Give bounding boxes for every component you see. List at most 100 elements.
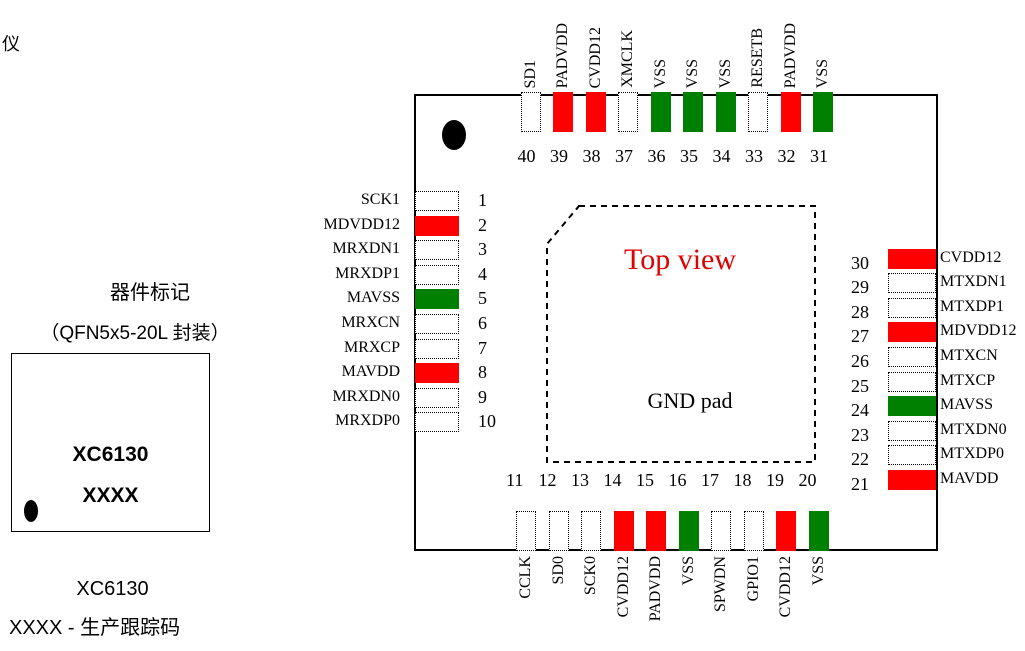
pin-name-18: GPIO1	[744, 556, 764, 651]
pin-name-text-37: XMCLK	[619, 30, 636, 88]
pin-name-5: MAVSS	[346, 289, 400, 307]
pin-pad-21	[888, 470, 936, 490]
pin-pad-26	[888, 347, 936, 367]
pin-number-22: 22	[851, 449, 869, 470]
pin-number-23: 23	[851, 424, 869, 445]
pin-name-25: MTXCP	[940, 371, 996, 389]
pin-number-12: 12	[538, 470, 557, 490]
pin-name-14: CVDD12	[614, 556, 634, 651]
pin-number-19: 19	[766, 470, 784, 490]
pin-pad-10	[415, 412, 459, 433]
pin-number-26: 26	[851, 351, 869, 371]
pin-pad-11	[516, 511, 536, 551]
pin-name-7: MRXCP	[343, 338, 400, 356]
pin-name-text-39: PADVDD	[554, 22, 571, 88]
pin-pad-23	[888, 420, 936, 441]
chip-pin1-dot-icon	[24, 500, 38, 522]
pin-number-7: 7	[478, 337, 487, 358]
pin-number-40: 40	[517, 146, 536, 166]
pin-pad-25	[888, 371, 936, 392]
pin-name-text-16: VSS	[679, 556, 697, 586]
pin-pad-2	[415, 215, 459, 236]
pin-name-30: CVDD12	[940, 248, 1002, 266]
pin-name-text-13: SCK0	[582, 556, 599, 596]
pin-name-text-18: GPIO1	[744, 556, 762, 602]
pin-name-19: CVDD12	[776, 556, 796, 651]
pin-name-text-12: SD0	[549, 556, 567, 585]
pin-name-28: MTXDP1	[940, 297, 1005, 315]
top-view-label: Top view	[623, 243, 737, 276]
pin-name-text-14: CVDD12	[614, 556, 632, 618]
pin-number-21: 21	[851, 474, 869, 494]
pin-pad-19	[776, 511, 796, 551]
pin-name-text-32: PADVDD	[781, 22, 799, 88]
pin-number-24: 24	[851, 400, 869, 421]
pin-number-20: 20	[798, 470, 817, 490]
pin-name-24: MAVSS	[940, 396, 994, 414]
pin-name-text-20: VSS	[809, 556, 827, 586]
pin-name-15: PADVDD	[646, 556, 666, 651]
pin-number-2: 2	[478, 214, 487, 235]
pin-pad-12	[548, 511, 569, 551]
pin-name-17: SPWDN	[711, 556, 731, 651]
pin-number-39: 39	[550, 146, 568, 166]
pin-number-17: 17	[701, 470, 719, 490]
pin-number-29: 29	[851, 277, 869, 298]
pin-name-26: MTXCN	[940, 347, 998, 364]
pin-pad-35	[683, 92, 703, 132]
pin-name-text-34: VSS	[716, 58, 734, 88]
pin-name-10: MRXDP0	[335, 412, 400, 430]
pin-name-20: VSS	[809, 556, 829, 651]
pin-number-27: 27	[851, 326, 869, 347]
pin-name-text-11: CCLK	[517, 556, 534, 599]
pin-pad-31	[813, 92, 833, 132]
pin-name-text-36: VSS	[651, 58, 669, 88]
pin-name-32: PADVDD	[781, 0, 801, 88]
pin-name-text-31: VSS	[814, 58, 831, 88]
pin-name-12: SD0	[549, 556, 569, 651]
pin-number-16: 16	[668, 470, 687, 490]
pin-number-5: 5	[478, 288, 487, 309]
pin-pad-22	[888, 445, 936, 466]
pin-pad-18	[743, 511, 764, 551]
pin-name-8: MAVDD	[341, 363, 400, 381]
chip-marking-part-number: XC6130	[72, 443, 149, 466]
pin-name-11: CCLK	[516, 556, 536, 651]
pin-pad-4	[415, 264, 459, 285]
pin-name-text-40: SD1	[521, 59, 539, 88]
pin-name-22: MTXDP0	[940, 445, 1005, 463]
gnd-pad-label: GND pad	[647, 388, 733, 413]
chip-marking-outline	[11, 353, 210, 532]
pin-number-31: 31	[810, 146, 828, 166]
pin-number-8: 8	[478, 362, 487, 383]
pin-pad-29	[888, 273, 936, 294]
pin-name-39: PADVDD	[553, 0, 573, 88]
pin-number-34: 34	[712, 146, 731, 166]
pin-name-23: MTXDN0	[940, 420, 1007, 438]
pin-number-25: 25	[851, 375, 869, 396]
pin-pad-40	[520, 92, 541, 132]
pin-pad-17	[711, 511, 731, 551]
chip-marking-trace-code: XXXX	[82, 484, 139, 507]
pin-name-2: MDVDD12	[323, 215, 400, 233]
left-edge-text-fragment: 仪	[2, 34, 20, 54]
pin-number-33: 33	[745, 146, 763, 166]
pin-pad-38	[585, 92, 606, 132]
pin-number-30: 30	[851, 252, 869, 273]
pin-number-14: 14	[603, 470, 622, 490]
pin-pad-36	[650, 92, 671, 132]
pin-pad-33	[748, 92, 768, 132]
pin-name-16: VSS	[679, 556, 699, 651]
pin-pad-28	[888, 297, 936, 318]
pin-number-10: 10	[478, 411, 496, 432]
gnd-pad-outline	[546, 205, 816, 463]
pin-name-text-17: SPWDN	[712, 556, 729, 613]
pin-pad-9	[415, 387, 459, 408]
device-marking-title: 器件标记	[110, 282, 190, 304]
pin-number-4: 4	[478, 263, 487, 284]
marking-caption-trace-code: XXXX - 生产跟踪码	[9, 617, 181, 639]
pin-name-3: MRXDN1	[332, 240, 400, 258]
pin-name-9: MRXDN0	[332, 387, 400, 405]
pin-number-38: 38	[582, 146, 601, 166]
pin-number-32: 32	[777, 146, 796, 166]
